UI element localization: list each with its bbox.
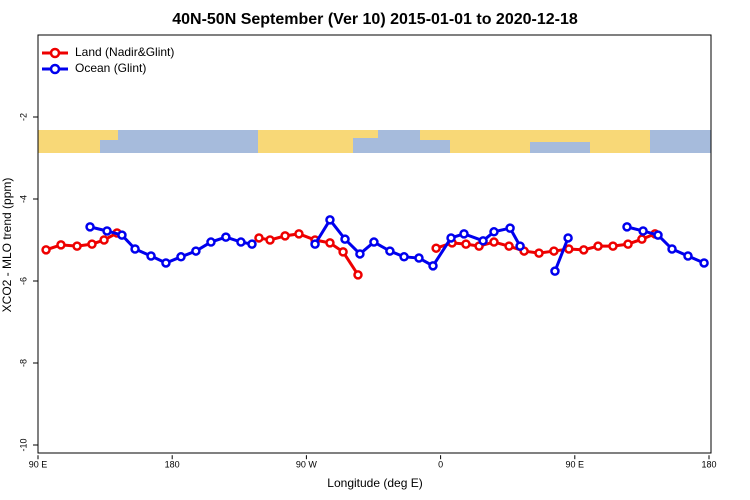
point [549, 246, 559, 256]
point [254, 233, 264, 243]
point [130, 244, 140, 254]
point [161, 258, 171, 268]
point [310, 239, 320, 249]
point [280, 231, 290, 241]
point [325, 215, 335, 225]
point [338, 247, 348, 257]
y-axis-label: XCO2 - MLO trend (ppm) [0, 178, 14, 313]
point [117, 230, 127, 240]
x-tick-label: 90 E [29, 460, 48, 470]
point [593, 241, 603, 251]
point [637, 234, 647, 244]
y-tick-label: -2 [18, 113, 28, 121]
point [206, 237, 216, 247]
point [505, 223, 515, 233]
point [369, 237, 379, 247]
point [461, 239, 471, 249]
point [99, 235, 109, 245]
point [247, 239, 257, 249]
point [578, 245, 589, 255]
point [459, 229, 469, 239]
legend-label: Ocean (Glint) [75, 61, 146, 75]
point [85, 222, 95, 232]
x-tick-label: 180 [165, 460, 180, 470]
point [478, 236, 488, 246]
point [41, 245, 51, 255]
point [102, 226, 112, 236]
x-tick-label: 90 W [296, 460, 318, 470]
point [699, 258, 709, 268]
y-tick-label: -10 [18, 438, 28, 451]
point [325, 238, 335, 248]
point [653, 230, 663, 240]
y-tick-label: -8 [18, 359, 28, 367]
point [638, 226, 648, 236]
point [431, 243, 441, 253]
x-tick-label: 0 [438, 460, 443, 470]
point [489, 227, 499, 237]
point [667, 244, 677, 254]
point [72, 241, 82, 251]
point [385, 246, 395, 256]
point [355, 249, 365, 259]
point [399, 252, 409, 262]
y-tick-label: -6 [18, 277, 28, 285]
x-axis-label: Longitude (deg E) [327, 476, 422, 490]
legend-marker [49, 63, 61, 75]
legend-marker [49, 47, 61, 59]
x-tick-label: 180 [701, 460, 716, 470]
point [683, 251, 693, 261]
chart-title: 40N-50N September (Ver 10) 2015-01-01 to… [172, 11, 578, 28]
point [353, 270, 363, 280]
point [146, 251, 156, 261]
point [563, 233, 573, 243]
point [623, 239, 633, 249]
point [622, 222, 632, 232]
point [564, 244, 574, 254]
point [56, 240, 66, 250]
point [446, 233, 456, 243]
point [265, 235, 275, 245]
map-strip [38, 130, 711, 153]
legend-label: Land (Nadir&Glint) [75, 45, 174, 59]
point [236, 237, 246, 247]
point [191, 246, 201, 256]
x-tick-label: 90 E [566, 460, 585, 470]
point [489, 237, 499, 247]
point [340, 234, 350, 244]
point [428, 261, 438, 271]
point [504, 241, 514, 251]
point [608, 241, 618, 251]
point [414, 253, 424, 263]
point [294, 229, 304, 239]
point [87, 239, 97, 249]
point [534, 248, 544, 258]
y-tick-label: -4 [18, 195, 28, 203]
plot-frame [37, 34, 712, 454]
point [515, 241, 525, 251]
point [221, 232, 231, 242]
point [550, 266, 560, 276]
point [176, 252, 186, 262]
